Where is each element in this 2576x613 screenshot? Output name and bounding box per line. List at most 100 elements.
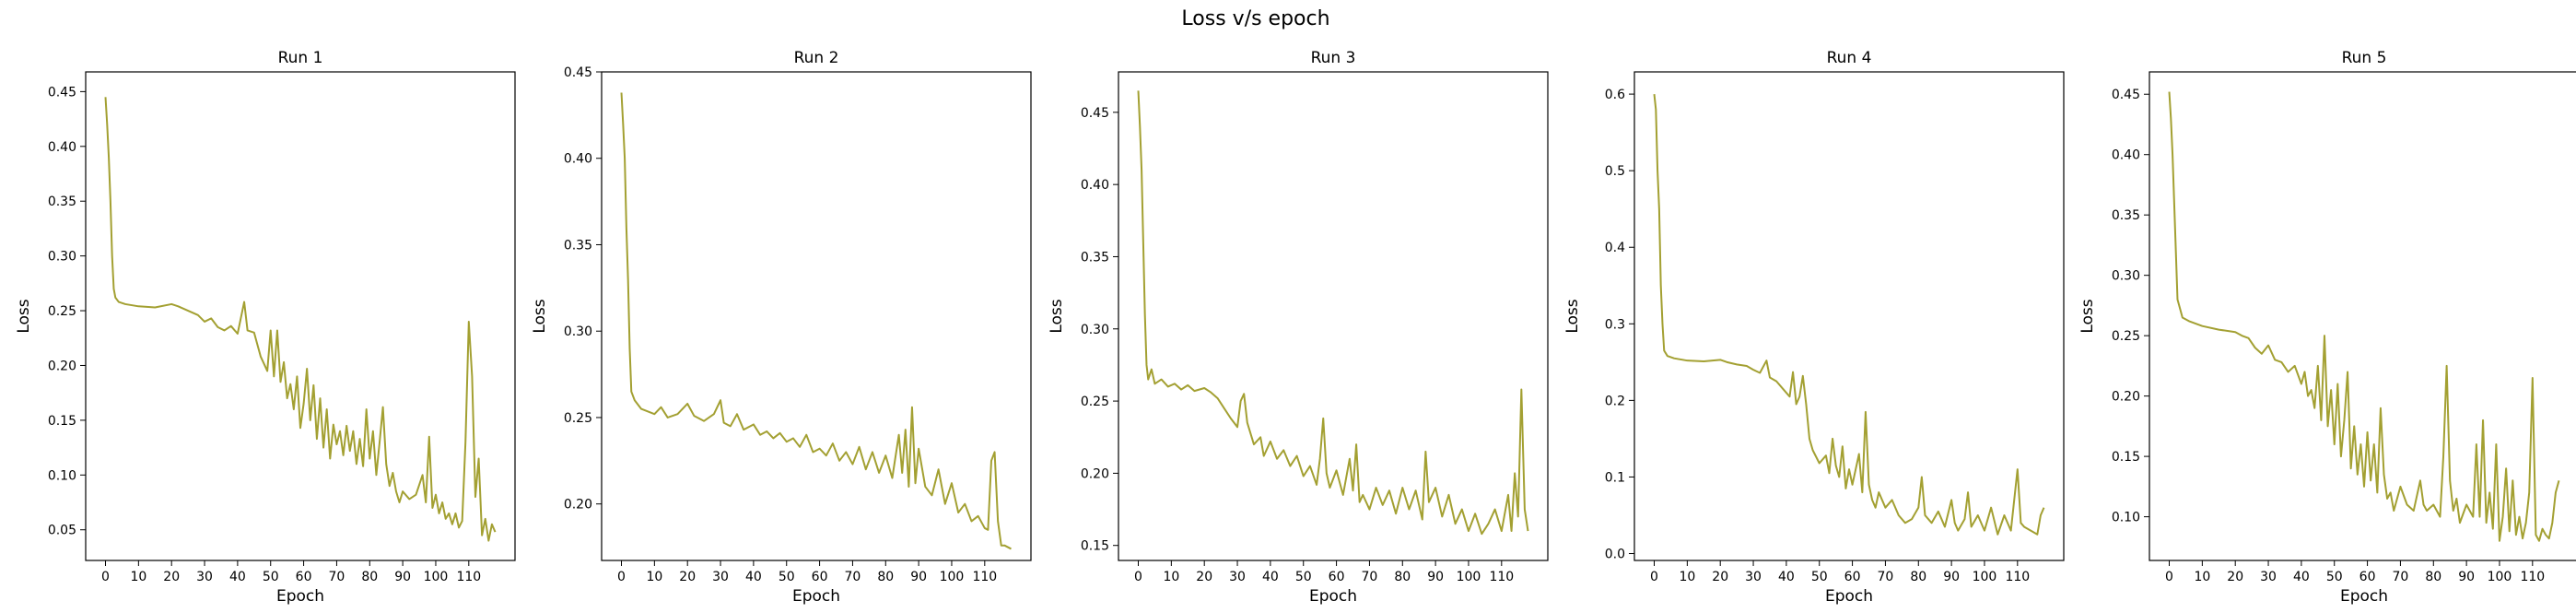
x-tick-label: 30	[2260, 570, 2277, 584]
y-tick-label: 0.10	[2112, 511, 2140, 525]
x-tick-label: 40	[1778, 570, 1795, 584]
subplot-run-2: Run 2 0 10 20 30 40 50 60 70 80 90 100 110 0.20 0.25 0.…	[531, 49, 1032, 606]
x-tick-label: 110	[2520, 570, 2545, 584]
x-tick-label: 110	[972, 570, 997, 584]
y-tick-label: 0.10	[48, 468, 76, 483]
y-tick-label: 0.40	[564, 152, 592, 167]
x-tick-label: 10	[1163, 570, 1179, 584]
x-tick-label: 50	[1811, 570, 1828, 584]
x-tick-label: 50	[779, 570, 795, 584]
x-tick-label: 80	[877, 570, 894, 584]
y-tick-label: 0.2	[1605, 394, 1625, 408]
x-axis-label: Epoch	[2340, 587, 2388, 606]
y-tick-label: 0.25	[564, 411, 592, 426]
x-tick-label: 40	[745, 570, 762, 584]
x-tick-label: 70	[329, 570, 345, 584]
y-tick-label: 0.20	[2112, 390, 2140, 405]
y-tick-label: 0.20	[564, 498, 592, 513]
x-tick-label: 90	[394, 570, 411, 584]
x-tick-label: 70	[845, 570, 861, 584]
y-tick-label: 0.40	[2112, 148, 2140, 163]
loss-series-line	[1653, 93, 2045, 536]
y-tick-label: 0.30	[48, 250, 76, 265]
y-tick-label: 0.45	[2112, 88, 2140, 102]
axes-frame	[2149, 71, 2576, 561]
x-tick-label: 110	[2005, 570, 2030, 584]
x-axis-label: Epoch	[792, 587, 840, 606]
subplot-run-4: Run 4 0 10 20 30 40 50 60 70 80 90 100 110 0.0 0.1 0.2 0…	[1563, 49, 2065, 606]
x-tick-label: 30	[196, 570, 213, 584]
x-tick-label: 90	[1943, 570, 1960, 584]
axes-frame	[601, 71, 1032, 561]
y-tick-label: 0.45	[564, 65, 592, 80]
figure-title: Loss v/s epoch	[1181, 7, 1329, 30]
x-tick-label: 0	[617, 570, 626, 584]
x-tick-label: 80	[361, 570, 378, 584]
x-tick-label: 10	[2194, 570, 2210, 584]
y-axis-label: Loss	[531, 299, 549, 333]
x-tick-label: 100	[940, 570, 965, 584]
y-tick-label: 0.5	[1605, 164, 1625, 179]
y-tick-label: 0.45	[1081, 106, 1109, 121]
x-tick-label: 80	[2425, 570, 2441, 584]
x-tick-label: 60	[2359, 570, 2376, 584]
x-tick-label: 70	[1878, 570, 1894, 584]
x-tick-label: 50	[263, 570, 279, 584]
subplot-title: Run 4	[1827, 49, 1872, 67]
x-tick-label: 100	[424, 570, 449, 584]
y-tick-label: 0.40	[1081, 178, 1109, 193]
x-tick-label: 10	[1679, 570, 1695, 584]
x-tick-label: 70	[2393, 570, 2409, 584]
y-tick-label: 0.20	[1081, 466, 1109, 481]
x-tick-label: 0	[1134, 570, 1142, 584]
x-tick-label: 100	[1457, 570, 1481, 584]
y-tick-label: 0.20	[48, 359, 76, 373]
subplot-run-3: Run 3 0 10 20 30 40 50 60 70 80 90 100 110 0.15 0.20 0.…	[1048, 49, 1549, 606]
y-tick-label: 0.30	[2112, 269, 2140, 284]
y-axis-label: Loss	[15, 299, 33, 333]
x-tick-label: 30	[1745, 570, 1762, 584]
y-tick-label: 0.15	[1081, 539, 1109, 554]
x-tick-label: 100	[1973, 570, 1997, 584]
y-axis-label: Loss	[1563, 299, 1582, 333]
subplot-title: Run 3	[1311, 49, 1356, 67]
axes-frame	[85, 71, 516, 561]
y-tick-label: 0.1	[1605, 470, 1625, 485]
x-tick-label: 40	[229, 570, 246, 584]
x-tick-label: 0	[101, 570, 110, 584]
y-axis-label: Loss	[2078, 299, 2097, 333]
x-tick-label: 60	[296, 570, 312, 584]
y-tick-label: 0.15	[48, 414, 76, 429]
y-tick-label: 0.25	[2112, 329, 2140, 344]
y-tick-label: 0.15	[2112, 450, 2140, 465]
y-tick-label: 0.45	[48, 85, 76, 100]
x-tick-label: 20	[679, 570, 696, 584]
loss-series-line	[2168, 91, 2560, 542]
subplot-title: Run 1	[278, 49, 323, 67]
x-tick-label: 60	[1844, 570, 1861, 584]
x-tick-label: 80	[1394, 570, 1411, 584]
axes-frame	[1118, 71, 1549, 561]
x-tick-label: 0	[2165, 570, 2173, 584]
y-tick-label: 0.0	[1605, 548, 1625, 562]
loss-series-line	[620, 92, 1012, 550]
subplot-run-5: Run 5 0 10 20 30 40 50 60 70 80 90 100 110 0.10 0.15 0.…	[2078, 49, 2576, 606]
x-tick-label: 50	[1295, 570, 1312, 584]
x-axis-label: Epoch	[276, 587, 324, 606]
y-tick-label: 0.25	[1081, 395, 1109, 409]
x-tick-label: 20	[2227, 570, 2243, 584]
y-tick-label: 0.35	[564, 238, 592, 253]
x-tick-label: 20	[1196, 570, 1212, 584]
loss-series-line	[1137, 90, 1529, 536]
x-tick-label: 0	[1650, 570, 1658, 584]
subplot-run-1: Run 1 0 10 20 30 40 50 60 70 80 90 100 110 0.05 0.10 0.…	[15, 49, 516, 606]
x-tick-label: 90	[2458, 570, 2475, 584]
x-axis-label: Epoch	[1309, 587, 1357, 606]
x-tick-label: 20	[1712, 570, 1728, 584]
y-axis-label: Loss	[1048, 299, 1066, 333]
x-tick-label: 110	[1489, 570, 1514, 584]
x-tick-label: 40	[1262, 570, 1279, 584]
y-tick-label: 0.3	[1605, 317, 1625, 332]
